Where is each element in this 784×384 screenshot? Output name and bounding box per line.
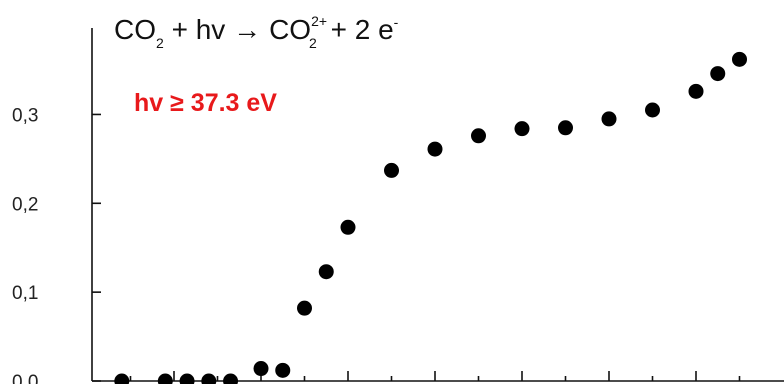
data-point [318, 264, 334, 280]
svg-text:CO2 + hv →CO2+2 + 2 e-: CO2 + hv → CO2+ 2 + 2 e- [114, 13, 399, 51]
title-photon: + hv [164, 14, 233, 45]
data-point [275, 362, 291, 378]
data-point [688, 83, 704, 99]
title-product-superscript: 2+ [311, 13, 327, 29]
data-point [179, 373, 195, 384]
data-point [427, 141, 443, 157]
data-point [601, 111, 617, 127]
title-electrons: + 2 e [323, 14, 394, 45]
chart-axes: 0,0 0,1 0,2 0,3 [12, 28, 784, 384]
data-point [157, 373, 173, 384]
x-ticks [129, 371, 741, 381]
data-point [253, 361, 269, 377]
data-point [514, 121, 530, 137]
data-point [340, 219, 356, 235]
data-point [114, 373, 130, 384]
data-point [297, 300, 312, 316]
title-electron-charge: - [394, 14, 399, 30]
data-point [223, 373, 239, 384]
data-points [114, 51, 747, 384]
data-point [471, 128, 486, 144]
title-reactant: CO [114, 14, 156, 45]
data-point [645, 102, 660, 118]
data-point [384, 162, 399, 178]
data-point [732, 51, 747, 67]
y-tick-label: 0,1 [12, 283, 38, 304]
y-tick-label: 0,3 [12, 105, 38, 126]
title-reactant-subscript: 2 [156, 35, 164, 51]
title-product-subscript: 2 [309, 35, 317, 51]
data-point [558, 120, 573, 136]
title-arrow: → [233, 14, 261, 45]
chart-title: CO2 + hv → CO2+ 2 + 2 e- [114, 13, 399, 51]
y-tick-label: 0,0 [12, 372, 38, 384]
threshold-annotation: hv ≥ 37.3 eV [134, 89, 277, 117]
data-point [201, 373, 217, 384]
title-product: CO [269, 14, 311, 45]
y-tick-label: 0,2 [12, 194, 38, 215]
data-point [710, 66, 726, 82]
y-ticks: 0,0 0,1 0,2 0,3 [12, 105, 101, 384]
